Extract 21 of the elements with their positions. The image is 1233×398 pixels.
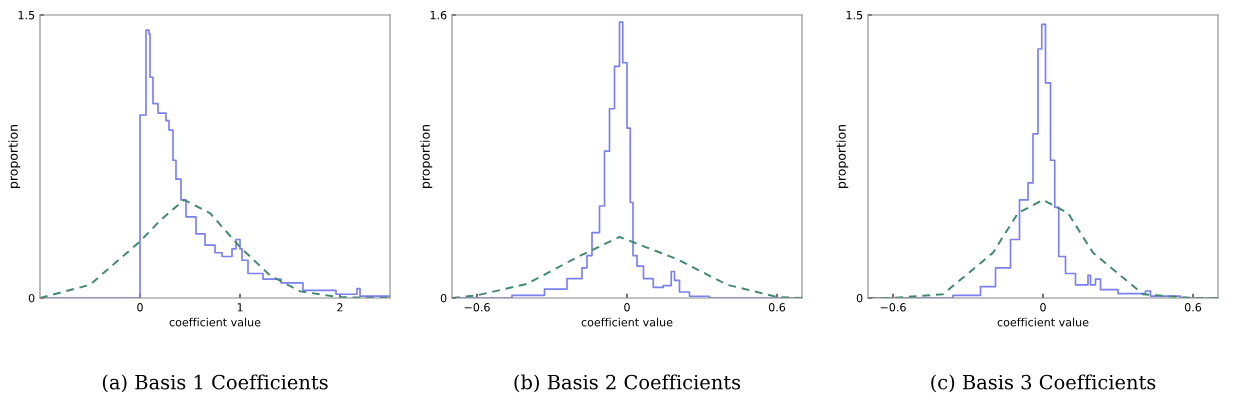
x-axis-title: coefficient value <box>997 317 1089 327</box>
x-tick-label: 0 <box>624 303 630 312</box>
y-tick-label: 1.5 <box>18 11 35 20</box>
y-tick-label: 1.6 <box>430 10 447 20</box>
x-axis-title: coefficient value <box>581 317 673 327</box>
x-tick-label: 0 <box>137 303 143 312</box>
y-tick-label: 1.5 <box>846 11 863 20</box>
text: (a) Basis 1 Coefficients <box>102 374 328 393</box>
y-axis-title: proportion <box>836 125 849 188</box>
x-tick-label: −0.6 <box>880 303 906 312</box>
text: (b) Basis 2 Coefficients <box>514 374 741 393</box>
x-tick-label: 0.6 <box>1184 303 1202 312</box>
x-tick-label: 1 <box>237 303 243 312</box>
text: (c) Basis 3 Coefficients <box>931 374 1156 393</box>
y-axis-title: proportion <box>8 125 21 188</box>
x-tick-label: 0.6 <box>768 303 786 312</box>
x-tick-label: 0 <box>1040 303 1046 312</box>
y-axis-title: proportion <box>420 125 433 188</box>
x-tick-label: −0.6 <box>464 303 490 312</box>
x-tick-label: 2 <box>337 303 343 312</box>
x-axis-title: coefficient value <box>169 317 261 327</box>
